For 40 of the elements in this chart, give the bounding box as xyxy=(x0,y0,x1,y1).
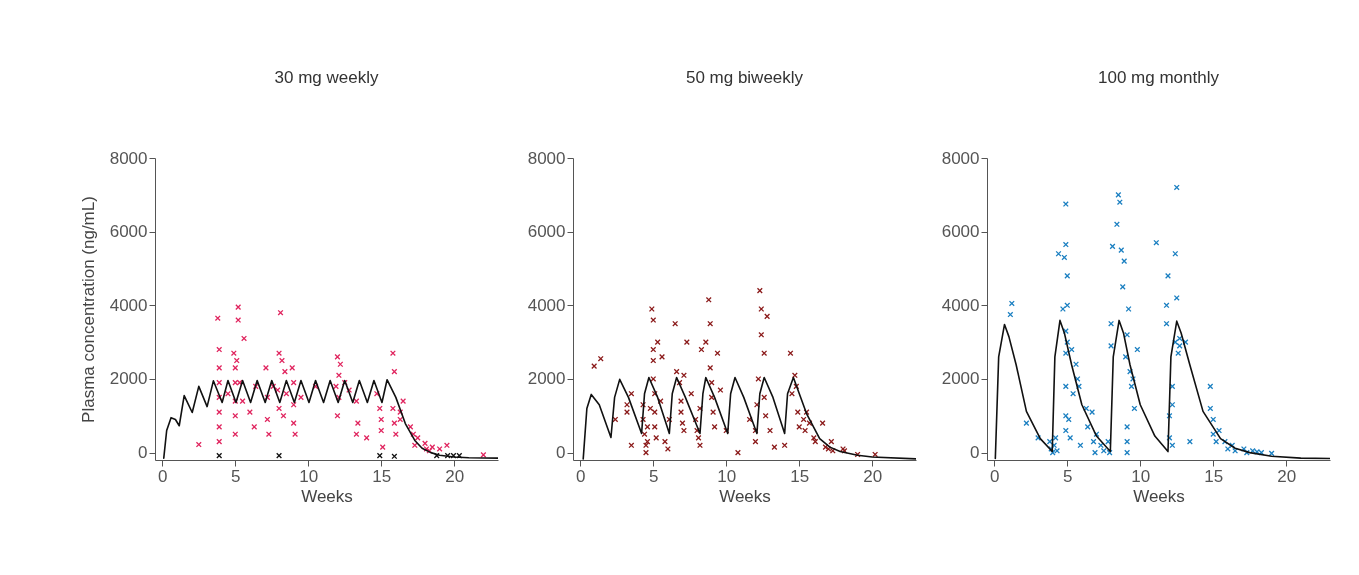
x-tick-label: 15 xyxy=(790,466,810,486)
x-tick-label: 20 xyxy=(445,466,465,486)
chart-title: 30 mg weekly xyxy=(274,68,379,87)
x-tick-label: 10 xyxy=(717,466,737,486)
y-tick-label: 4000 xyxy=(109,295,148,315)
y-tick-label: 6000 xyxy=(109,222,148,242)
x-axis-title: Weeks xyxy=(719,486,771,506)
y-tick-label: 8000 xyxy=(527,148,566,168)
x-tick-label: 5 xyxy=(1063,466,1073,486)
x-tick-label: 0 xyxy=(990,466,1000,486)
x-tick-label: 5 xyxy=(231,466,241,486)
y-tick-label: 2000 xyxy=(109,369,148,389)
chart-title: 50 mg biweekly xyxy=(685,68,804,87)
x-tick-label: 15 xyxy=(372,466,392,486)
y-tick-label: 2000 xyxy=(527,369,566,389)
line-series xyxy=(162,378,498,459)
x-tick-label: 20 xyxy=(863,466,883,486)
x-tick-label: 10 xyxy=(1131,466,1151,486)
x-tick-label: 15 xyxy=(1204,466,1224,486)
y-tick-label: 6000 xyxy=(941,222,980,242)
y-tick-label: 8000 xyxy=(109,148,148,168)
y-axis-title: Plasma concentration (ng/mL) xyxy=(78,196,98,423)
y-tick-label: 8000 xyxy=(941,148,980,168)
x-tick-label: 0 xyxy=(576,466,586,486)
chart-title: 100 mg monthly xyxy=(1098,68,1220,87)
y-tick-label: 0 xyxy=(556,443,566,463)
x-tick-label: 20 xyxy=(1277,466,1297,486)
y-tick-label: 4000 xyxy=(527,295,566,315)
x-tick-label: 5 xyxy=(649,466,659,486)
line-series xyxy=(994,319,1330,460)
x-tick-label: 10 xyxy=(299,466,319,486)
x-axis-title: Weeks xyxy=(1133,486,1185,506)
y-tick-label: 0 xyxy=(970,443,980,463)
x-tick-label: 0 xyxy=(158,466,168,486)
line-series xyxy=(582,376,916,460)
y-tick-label: 2000 xyxy=(941,369,980,389)
y-tick-label: 4000 xyxy=(941,295,980,315)
y-tick-label: 0 xyxy=(138,443,148,463)
x-axis-title: Weeks xyxy=(301,486,353,506)
y-tick-label: 6000 xyxy=(527,222,566,242)
